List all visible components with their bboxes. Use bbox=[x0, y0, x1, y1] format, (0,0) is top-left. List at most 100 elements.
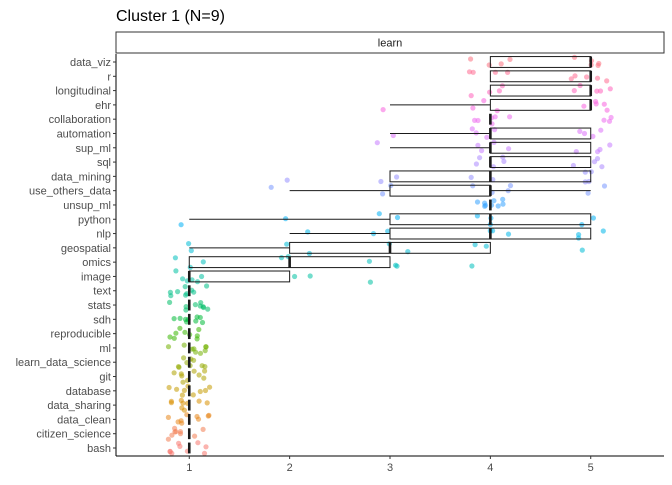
box-omics bbox=[188, 256, 391, 269]
data-point bbox=[181, 387, 187, 393]
data-point bbox=[607, 142, 613, 148]
data-point bbox=[577, 128, 583, 134]
data-point bbox=[470, 105, 476, 111]
data-point bbox=[201, 450, 208, 456]
data-point bbox=[590, 133, 596, 139]
data-point bbox=[491, 198, 497, 204]
data-point bbox=[192, 302, 198, 308]
data-point bbox=[601, 117, 607, 123]
data-point bbox=[582, 169, 588, 175]
data-point bbox=[468, 93, 474, 99]
data-point bbox=[385, 228, 391, 234]
data-point bbox=[581, 103, 587, 109]
data-point bbox=[172, 255, 178, 261]
data-point bbox=[194, 336, 200, 342]
y-tick-label: text bbox=[93, 286, 111, 298]
box-image bbox=[187, 270, 291, 283]
data-point bbox=[165, 414, 171, 420]
data-point bbox=[278, 255, 285, 261]
box-iqr bbox=[489, 127, 592, 140]
data-point bbox=[570, 162, 577, 169]
data-point bbox=[193, 318, 199, 324]
data-point bbox=[177, 443, 183, 449]
data-point bbox=[195, 440, 201, 446]
data-point bbox=[204, 400, 210, 406]
box-data_mining bbox=[389, 170, 592, 183]
y-tick-label: sdh bbox=[93, 314, 111, 326]
data-point bbox=[607, 86, 613, 92]
data-point bbox=[177, 429, 183, 435]
data-point bbox=[481, 98, 487, 104]
data-point bbox=[469, 263, 475, 269]
facet-strip bbox=[115, 31, 665, 54]
data-point bbox=[178, 371, 184, 377]
data-point bbox=[506, 146, 512, 152]
y-tick-label: data_viz bbox=[70, 57, 111, 69]
box-nlp bbox=[289, 227, 592, 240]
data-point bbox=[500, 196, 506, 202]
y-tick-label: data_sharing bbox=[47, 400, 111, 412]
data-point bbox=[472, 242, 478, 248]
y-tick-label: use_others_data bbox=[29, 186, 112, 198]
data-point bbox=[473, 130, 479, 136]
data-point bbox=[173, 268, 179, 274]
box-r bbox=[489, 70, 593, 83]
data-point bbox=[495, 203, 501, 209]
points-layer bbox=[165, 54, 614, 456]
data-point bbox=[498, 61, 504, 67]
data-point bbox=[468, 56, 474, 62]
box-data_viz bbox=[489, 56, 593, 68]
data-point bbox=[202, 364, 208, 370]
data-point bbox=[474, 199, 481, 205]
x-tick-label: 5 bbox=[588, 462, 594, 474]
data-point bbox=[184, 319, 190, 325]
y-tick-label: reproducible bbox=[50, 329, 111, 341]
data-point bbox=[165, 344, 172, 350]
box-python bbox=[189, 213, 592, 226]
data-point bbox=[500, 201, 506, 207]
y-axis: bash citizen_science data_clean data_sharin… bbox=[16, 57, 116, 455]
y-tick-label: r bbox=[107, 71, 111, 83]
data-point bbox=[469, 126, 475, 132]
data-point bbox=[479, 148, 485, 154]
data-point bbox=[483, 243, 489, 249]
data-point bbox=[197, 314, 203, 321]
y-tick-label: citizen_science bbox=[36, 429, 111, 441]
data-point bbox=[594, 75, 601, 81]
x-tick-label: 1 bbox=[186, 462, 192, 474]
y-tick-label: longitudinal bbox=[55, 86, 111, 98]
y-tick-label: automation bbox=[57, 128, 111, 140]
data-point bbox=[581, 130, 588, 137]
data-point bbox=[171, 335, 177, 341]
data-point bbox=[167, 299, 173, 305]
data-point bbox=[167, 334, 173, 340]
data-point bbox=[307, 273, 313, 279]
data-point bbox=[169, 432, 175, 438]
data-point bbox=[171, 316, 177, 322]
box-use_others_data bbox=[289, 184, 591, 197]
data-point bbox=[203, 444, 209, 450]
data-point bbox=[179, 405, 185, 411]
data-point bbox=[207, 384, 213, 390]
data-point bbox=[198, 300, 204, 306]
facet-strip-label: learn bbox=[378, 38, 402, 50]
data-point bbox=[572, 73, 578, 79]
data-point bbox=[204, 283, 210, 289]
y-tick-label: geospatial bbox=[61, 243, 111, 255]
y-tick-label: collaboration bbox=[49, 114, 111, 126]
y-tick-label: python bbox=[78, 214, 111, 226]
data-point bbox=[200, 304, 207, 311]
y-tick-label: sup_ml bbox=[76, 143, 111, 155]
box-longitudinal bbox=[489, 84, 593, 97]
data-point bbox=[189, 277, 195, 283]
data-point bbox=[378, 178, 384, 185]
data-point bbox=[484, 134, 490, 140]
data-point bbox=[474, 213, 480, 219]
data-point bbox=[169, 450, 175, 456]
data-point bbox=[394, 214, 401, 221]
data-point bbox=[507, 56, 513, 63]
data-point bbox=[202, 387, 209, 394]
data-point bbox=[167, 289, 173, 295]
data-point bbox=[505, 231, 512, 237]
